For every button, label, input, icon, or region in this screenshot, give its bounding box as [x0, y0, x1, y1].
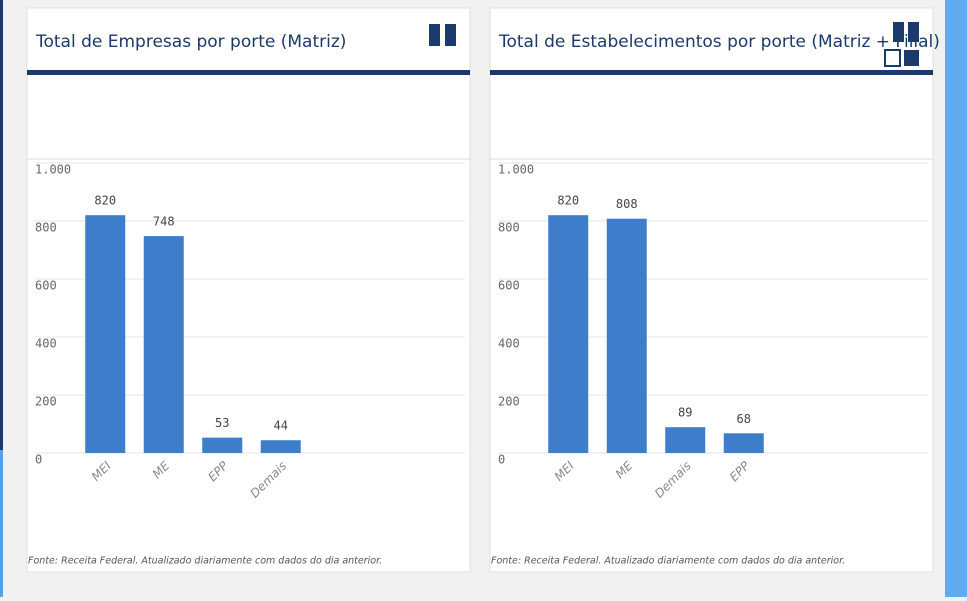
y-tick-label: 200 — [498, 395, 520, 409]
data-label: 820 — [94, 194, 116, 208]
y-tick-label: 1.000 — [498, 163, 534, 177]
data-label: 53 — [215, 416, 229, 430]
data-label: 68 — [737, 412, 751, 426]
chart-title: Total de Estabelecimentos por porte (Mat… — [498, 32, 940, 52]
source-note: Fonte: Receita Federal. Atualizado diari… — [491, 556, 845, 567]
y-tick-label: 0 — [498, 453, 505, 467]
data-label: 808 — [616, 197, 638, 211]
y-tick-label: 400 — [35, 337, 57, 351]
bar — [723, 433, 764, 453]
left-strip — [0, 450, 3, 597]
data-label: 820 — [557, 194, 579, 208]
y-tick-label: 800 — [35, 221, 57, 235]
excel-icon[interactable] — [445, 24, 456, 46]
table-icon[interactable] — [904, 50, 919, 66]
bar — [143, 236, 184, 453]
right-strip — [945, 0, 967, 597]
chart-title: Total de Empresas por porte (Matriz) — [35, 32, 346, 52]
bar — [665, 427, 706, 453]
source-note: Fonte: Receita Federal. Atualizado diari… — [28, 556, 382, 567]
y-tick-label: 1.000 — [35, 163, 71, 177]
chart-icon[interactable] — [884, 49, 901, 67]
data-label: 44 — [274, 419, 288, 433]
y-tick-label: 600 — [35, 279, 57, 293]
y-tick-label: 0 — [35, 453, 42, 467]
pdf-icon[interactable] — [893, 22, 904, 42]
card-header-bar — [490, 70, 933, 75]
left-strip — [0, 0, 3, 450]
pdf-icon[interactable] — [429, 24, 440, 46]
y-tick-label: 400 — [498, 337, 520, 351]
data-label: 748 — [153, 215, 175, 229]
bar — [85, 215, 126, 453]
y-tick-label: 600 — [498, 279, 520, 293]
bar — [606, 218, 647, 453]
card-header-bar — [27, 70, 470, 75]
y-tick-label: 200 — [35, 395, 57, 409]
data-label: 89 — [678, 406, 692, 420]
excel-icon[interactable] — [908, 22, 919, 42]
bar — [260, 440, 301, 453]
y-tick-label: 800 — [498, 221, 520, 235]
bar — [548, 215, 589, 453]
bar — [202, 437, 243, 453]
